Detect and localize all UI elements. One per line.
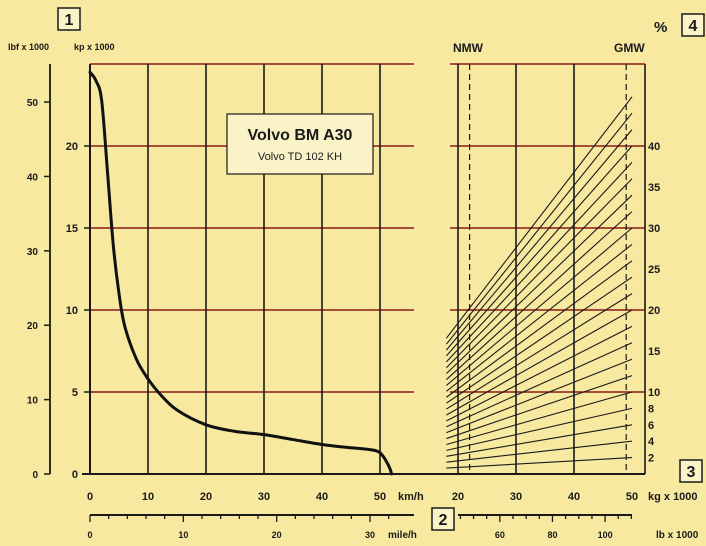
marker-1: 1 [65, 12, 74, 29]
grade-line [446, 309, 633, 416]
grade-line [446, 325, 633, 422]
kg-tick-label: 20 [452, 491, 464, 503]
grade-line [445, 96, 633, 339]
kp-tick-label: 20 [66, 141, 78, 153]
grade-line [446, 260, 633, 398]
mileh-tick-label: 0 [87, 530, 92, 540]
lbf-tick-label: 30 [27, 247, 39, 258]
grade-line [445, 112, 633, 345]
kg-tick-label: 50 [626, 491, 638, 503]
grade-line [446, 391, 633, 446]
grade-label: 35 [648, 182, 660, 194]
mileh-tick-label: 20 [272, 530, 282, 540]
grade-line [446, 194, 633, 375]
lb-tick-label: 60 [495, 530, 505, 540]
kg-tick-label: 30 [510, 491, 522, 503]
nmw-label: NMW [453, 41, 484, 55]
grade-label: 10 [648, 387, 660, 399]
kmh-tick-label: 20 [200, 491, 212, 503]
grade-label: 15 [648, 346, 660, 358]
grade-label: 40 [648, 141, 660, 153]
gmw-label: GMW [614, 41, 645, 55]
kp-tick-label: 15 [66, 223, 78, 235]
grade-label: 8 [648, 403, 654, 415]
marker-2-box [431, 507, 455, 531]
kp-tick-label: 10 [66, 305, 78, 317]
rimpull-curve [88, 70, 394, 476]
chart-subtitle: Volvo TD 102 KH [258, 151, 342, 163]
grade-line [446, 440, 633, 463]
unit-percent: % [654, 19, 667, 36]
marker-4: 4 [689, 18, 698, 35]
unit-kg: kg x 1000 [648, 491, 698, 503]
lbf-tick-label: 50 [27, 98, 39, 109]
grade-label: 2 [648, 453, 654, 465]
marker-4-box [681, 13, 705, 37]
marker-3-box [679, 459, 703, 483]
kmh-tick-label: 50 [374, 491, 386, 503]
lb-tick-label: 80 [547, 530, 557, 540]
lb-tick-label: 100 [598, 530, 613, 540]
kmh-tick-label: 40 [316, 491, 328, 503]
grade-line [446, 178, 633, 369]
grade-line [445, 129, 633, 351]
grade-line [446, 293, 633, 410]
unit-kmh: km/h [398, 491, 424, 503]
grade-line [446, 375, 633, 440]
grade-line [446, 424, 633, 457]
kg-tick-label: 40 [568, 491, 580, 503]
unit-lbf: lbf x 1000 [8, 42, 49, 52]
grade-line [445, 162, 633, 363]
lbf-tick-label: 0 [32, 470, 38, 481]
lbf-tick-label: 10 [27, 396, 39, 407]
grade-label: 30 [648, 223, 660, 235]
marker-3: 3 [687, 464, 696, 481]
grade-label: 20 [648, 305, 660, 317]
grade-line [446, 243, 633, 392]
kp-tick-label: 5 [72, 387, 78, 399]
grade-label: 6 [648, 420, 654, 432]
lbf-tick-label: 40 [27, 172, 39, 183]
marker-1-box [57, 7, 81, 31]
grade-line [446, 211, 633, 380]
unit-mileh: mile/h [388, 530, 417, 541]
marker-2: 2 [439, 512, 448, 529]
grade-label: 4 [648, 436, 655, 448]
grade-line [446, 227, 633, 386]
grade-line [445, 145, 633, 357]
grade-line [446, 407, 633, 451]
kmh-tick-label: 0 [87, 491, 93, 503]
kmh-tick-label: 10 [142, 491, 154, 503]
lbf-tick-label: 20 [27, 321, 39, 332]
grade-line [446, 358, 633, 434]
grade-line [446, 342, 633, 428]
title-box [226, 113, 374, 175]
unit-kp: kp x 1000 [74, 42, 115, 52]
unit-lb: lb x 1000 [656, 530, 699, 541]
grade-line [446, 276, 633, 404]
mileh-tick-label: 10 [178, 530, 188, 540]
mileh-tick-label: 30 [365, 530, 375, 540]
grade-line [446, 457, 633, 469]
chart-title: Volvo BM A30 [248, 127, 353, 144]
kmh-tick-label: 30 [258, 491, 270, 503]
kp-tick-label: 0 [72, 469, 78, 481]
grade-label: 25 [648, 264, 660, 276]
